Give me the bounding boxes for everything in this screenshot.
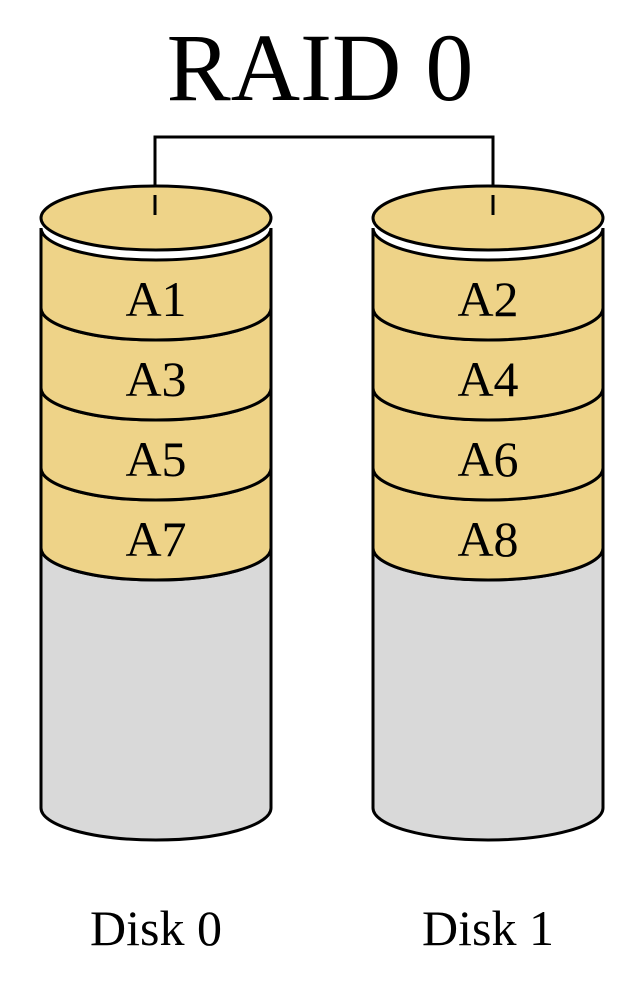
disk-0-label: Disk 0 bbox=[90, 900, 222, 956]
disk-0-top-cap bbox=[39, 184, 273, 252]
diagram-title: RAID 0 bbox=[167, 14, 474, 121]
disk-0: A1 A3 A5 A7 bbox=[39, 184, 273, 842]
disk-1-block-label: A2 bbox=[457, 271, 518, 327]
disk-1: A2 A4 A6 A8 bbox=[371, 184, 605, 842]
disk-1-label: Disk 1 bbox=[422, 900, 554, 956]
disk-1-block-label: A4 bbox=[457, 351, 518, 407]
disk-1-top-cap bbox=[371, 184, 605, 252]
disk-0-free-space bbox=[39, 547, 273, 842]
disk-1-block-a2 bbox=[371, 227, 605, 342]
disk-0-block-label: A7 bbox=[125, 511, 186, 567]
disk-1-block-label: A6 bbox=[457, 431, 518, 487]
disk-0-block-label: A1 bbox=[125, 271, 186, 327]
disk-1-block-label: A8 bbox=[457, 511, 518, 567]
disk-0-block-label: A5 bbox=[125, 431, 186, 487]
disk-1-free-space bbox=[371, 547, 605, 842]
disk-0-block-a1 bbox=[39, 227, 273, 342]
disk-0-block-label: A3 bbox=[125, 351, 186, 407]
stripe-connector bbox=[153, 135, 495, 215]
